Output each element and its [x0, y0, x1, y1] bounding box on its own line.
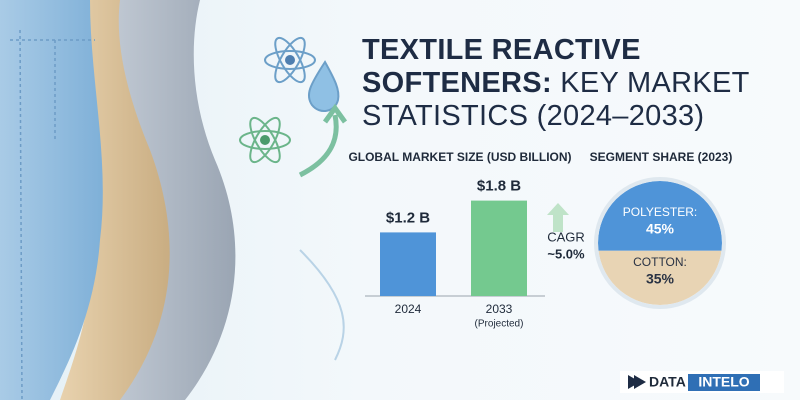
chart-title: SEGMENT SHARE (2023): [590, 150, 733, 164]
bar: [380, 232, 436, 296]
fabric-illustration: [0, 0, 345, 400]
logo-text: DATA: [649, 374, 686, 390]
subtitle: KEY MARKET STATISTICS (2024–2033): [362, 67, 750, 132]
x-tick-note: (Projected): [475, 319, 524, 330]
segment-label: COTTON:: [633, 255, 687, 269]
pie-ring: [594, 177, 726, 309]
science-icons: [239, 36, 348, 178]
atom-core: [285, 55, 295, 65]
title: TEXTILE REACTIVE SOFTENERS:: [362, 34, 641, 99]
atom-core: [260, 135, 270, 145]
value-label: $1.8 B: [477, 178, 521, 195]
segment-value: 45%: [646, 221, 675, 237]
logo-text: INTELO: [698, 374, 749, 390]
value-label: $1.2 B: [386, 209, 430, 226]
logo-highlight: [688, 374, 760, 391]
chart-title: GLOBAL MARKET SIZE (USD BILLION): [348, 150, 571, 164]
title-block: TEXTILE REACTIVE SOFTENERS: KEY MARKET S…: [362, 34, 782, 133]
growth-arrow: [547, 203, 569, 232]
annotation: CAGR: [547, 229, 585, 244]
annotation: ~5.0%: [547, 246, 585, 261]
x-tick-label: 2033: [486, 302, 513, 316]
x-tick-label: 2024: [395, 302, 422, 316]
logo-icon: [628, 375, 646, 389]
segment-label: POLYESTER:: [623, 205, 697, 219]
bar: [471, 200, 527, 296]
segment-value: 35%: [646, 271, 675, 287]
